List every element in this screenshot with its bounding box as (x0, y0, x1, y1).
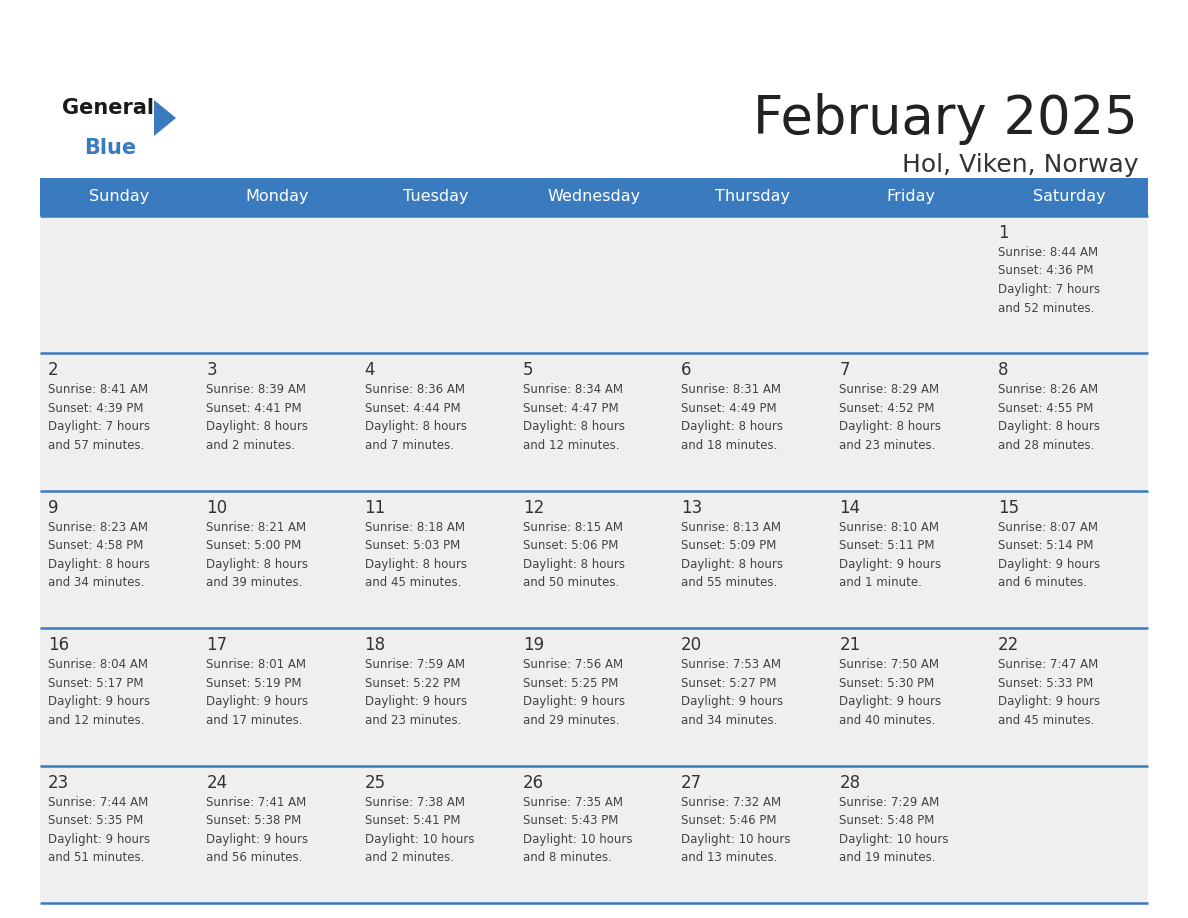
Text: 7: 7 (840, 362, 849, 379)
Text: Sunrise: 7:53 AM
Sunset: 5:27 PM
Daylight: 9 hours
and 34 minutes.: Sunrise: 7:53 AM Sunset: 5:27 PM Dayligh… (681, 658, 783, 727)
Text: Blue: Blue (84, 138, 137, 158)
Text: 28: 28 (840, 774, 860, 791)
Text: 15: 15 (998, 498, 1019, 517)
Text: Sunday: Sunday (89, 189, 150, 205)
Text: Sunrise: 7:38 AM
Sunset: 5:41 PM
Daylight: 10 hours
and 2 minutes.: Sunrise: 7:38 AM Sunset: 5:41 PM Dayligh… (365, 796, 474, 864)
Text: Sunrise: 7:29 AM
Sunset: 5:48 PM
Daylight: 10 hours
and 19 minutes.: Sunrise: 7:29 AM Sunset: 5:48 PM Dayligh… (840, 796, 949, 864)
Text: Sunrise: 7:47 AM
Sunset: 5:33 PM
Daylight: 9 hours
and 45 minutes.: Sunrise: 7:47 AM Sunset: 5:33 PM Dayligh… (998, 658, 1100, 727)
Text: 13: 13 (681, 498, 702, 517)
Bar (40, 628, 1148, 766)
Text: Sunrise: 7:35 AM
Sunset: 5:43 PM
Daylight: 10 hours
and 8 minutes.: Sunrise: 7:35 AM Sunset: 5:43 PM Dayligh… (523, 796, 632, 864)
Text: Sunrise: 8:26 AM
Sunset: 4:55 PM
Daylight: 8 hours
and 28 minutes.: Sunrise: 8:26 AM Sunset: 4:55 PM Dayligh… (998, 384, 1100, 452)
Text: 2: 2 (48, 362, 58, 379)
Text: 20: 20 (681, 636, 702, 655)
Text: 12: 12 (523, 498, 544, 517)
Text: Sunrise: 7:59 AM
Sunset: 5:22 PM
Daylight: 9 hours
and 23 minutes.: Sunrise: 7:59 AM Sunset: 5:22 PM Dayligh… (365, 658, 467, 727)
Text: Wednesday: Wednesday (548, 189, 640, 205)
Text: Sunrise: 8:13 AM
Sunset: 5:09 PM
Daylight: 8 hours
and 55 minutes.: Sunrise: 8:13 AM Sunset: 5:09 PM Dayligh… (681, 521, 783, 589)
Text: Sunrise: 8:07 AM
Sunset: 5:14 PM
Daylight: 9 hours
and 6 minutes.: Sunrise: 8:07 AM Sunset: 5:14 PM Dayligh… (998, 521, 1100, 589)
Text: Sunrise: 7:50 AM
Sunset: 5:30 PM
Daylight: 9 hours
and 40 minutes.: Sunrise: 7:50 AM Sunset: 5:30 PM Dayligh… (840, 658, 942, 727)
Bar (40, 491, 1148, 628)
Text: Sunrise: 8:01 AM
Sunset: 5:19 PM
Daylight: 9 hours
and 17 minutes.: Sunrise: 8:01 AM Sunset: 5:19 PM Dayligh… (207, 658, 309, 727)
Text: Sunrise: 8:44 AM
Sunset: 4:36 PM
Daylight: 7 hours
and 52 minutes.: Sunrise: 8:44 AM Sunset: 4:36 PM Dayligh… (998, 246, 1100, 315)
Text: February 2025: February 2025 (753, 93, 1138, 145)
Text: 6: 6 (681, 362, 691, 379)
Polygon shape (154, 100, 176, 136)
Bar (40, 353, 1148, 491)
Text: Sunrise: 8:04 AM
Sunset: 5:17 PM
Daylight: 9 hours
and 12 minutes.: Sunrise: 8:04 AM Sunset: 5:17 PM Dayligh… (48, 658, 150, 727)
Bar (40, 766, 1148, 903)
Text: Tuesday: Tuesday (403, 189, 468, 205)
Text: Sunrise: 8:41 AM
Sunset: 4:39 PM
Daylight: 7 hours
and 57 minutes.: Sunrise: 8:41 AM Sunset: 4:39 PM Dayligh… (48, 384, 150, 452)
Text: 17: 17 (207, 636, 227, 655)
Text: 26: 26 (523, 774, 544, 791)
Text: 10: 10 (207, 498, 227, 517)
Text: Sunrise: 7:41 AM
Sunset: 5:38 PM
Daylight: 9 hours
and 56 minutes.: Sunrise: 7:41 AM Sunset: 5:38 PM Dayligh… (207, 796, 309, 864)
Text: 16: 16 (48, 636, 69, 655)
Text: 19: 19 (523, 636, 544, 655)
Text: 24: 24 (207, 774, 227, 791)
Text: Sunrise: 7:56 AM
Sunset: 5:25 PM
Daylight: 9 hours
and 29 minutes.: Sunrise: 7:56 AM Sunset: 5:25 PM Dayligh… (523, 658, 625, 727)
Text: 25: 25 (365, 774, 386, 791)
Text: Thursday: Thursday (715, 189, 790, 205)
Text: 21: 21 (840, 636, 860, 655)
Text: 8: 8 (998, 362, 1009, 379)
Text: 9: 9 (48, 498, 58, 517)
Text: Sunrise: 7:32 AM
Sunset: 5:46 PM
Daylight: 10 hours
and 13 minutes.: Sunrise: 7:32 AM Sunset: 5:46 PM Dayligh… (681, 796, 791, 864)
Text: Hol, Viken, Norway: Hol, Viken, Norway (902, 153, 1138, 177)
Text: 22: 22 (998, 636, 1019, 655)
Text: Sunrise: 8:21 AM
Sunset: 5:00 PM
Daylight: 8 hours
and 39 minutes.: Sunrise: 8:21 AM Sunset: 5:00 PM Dayligh… (207, 521, 308, 589)
Text: 14: 14 (840, 498, 860, 517)
Text: Friday: Friday (886, 189, 935, 205)
Text: General: General (62, 98, 154, 118)
Text: Sunrise: 8:36 AM
Sunset: 4:44 PM
Daylight: 8 hours
and 7 minutes.: Sunrise: 8:36 AM Sunset: 4:44 PM Dayligh… (365, 384, 467, 452)
Text: Sunrise: 8:31 AM
Sunset: 4:49 PM
Daylight: 8 hours
and 18 minutes.: Sunrise: 8:31 AM Sunset: 4:49 PM Dayligh… (681, 384, 783, 452)
Text: Saturday: Saturday (1032, 189, 1105, 205)
Text: Sunrise: 8:15 AM
Sunset: 5:06 PM
Daylight: 8 hours
and 50 minutes.: Sunrise: 8:15 AM Sunset: 5:06 PM Dayligh… (523, 521, 625, 589)
Text: Sunrise: 8:34 AM
Sunset: 4:47 PM
Daylight: 8 hours
and 12 minutes.: Sunrise: 8:34 AM Sunset: 4:47 PM Dayligh… (523, 384, 625, 452)
Bar (40, 178, 1148, 216)
Text: 1: 1 (998, 224, 1009, 242)
Text: 3: 3 (207, 362, 217, 379)
Text: 27: 27 (681, 774, 702, 791)
Text: 5: 5 (523, 362, 533, 379)
Text: Sunrise: 8:18 AM
Sunset: 5:03 PM
Daylight: 8 hours
and 45 minutes.: Sunrise: 8:18 AM Sunset: 5:03 PM Dayligh… (365, 521, 467, 589)
Text: 4: 4 (365, 362, 375, 379)
Text: Sunrise: 7:44 AM
Sunset: 5:35 PM
Daylight: 9 hours
and 51 minutes.: Sunrise: 7:44 AM Sunset: 5:35 PM Dayligh… (48, 796, 150, 864)
Text: 11: 11 (365, 498, 386, 517)
Text: Sunrise: 8:29 AM
Sunset: 4:52 PM
Daylight: 8 hours
and 23 minutes.: Sunrise: 8:29 AM Sunset: 4:52 PM Dayligh… (840, 384, 941, 452)
Text: Sunrise: 8:10 AM
Sunset: 5:11 PM
Daylight: 9 hours
and 1 minute.: Sunrise: 8:10 AM Sunset: 5:11 PM Dayligh… (840, 521, 942, 589)
Text: 18: 18 (365, 636, 386, 655)
Bar (40, 216, 1148, 353)
Text: Sunrise: 8:23 AM
Sunset: 4:58 PM
Daylight: 8 hours
and 34 minutes.: Sunrise: 8:23 AM Sunset: 4:58 PM Dayligh… (48, 521, 150, 589)
Text: 23: 23 (48, 774, 69, 791)
Text: Monday: Monday (246, 189, 309, 205)
Text: Sunrise: 8:39 AM
Sunset: 4:41 PM
Daylight: 8 hours
and 2 minutes.: Sunrise: 8:39 AM Sunset: 4:41 PM Dayligh… (207, 384, 308, 452)
